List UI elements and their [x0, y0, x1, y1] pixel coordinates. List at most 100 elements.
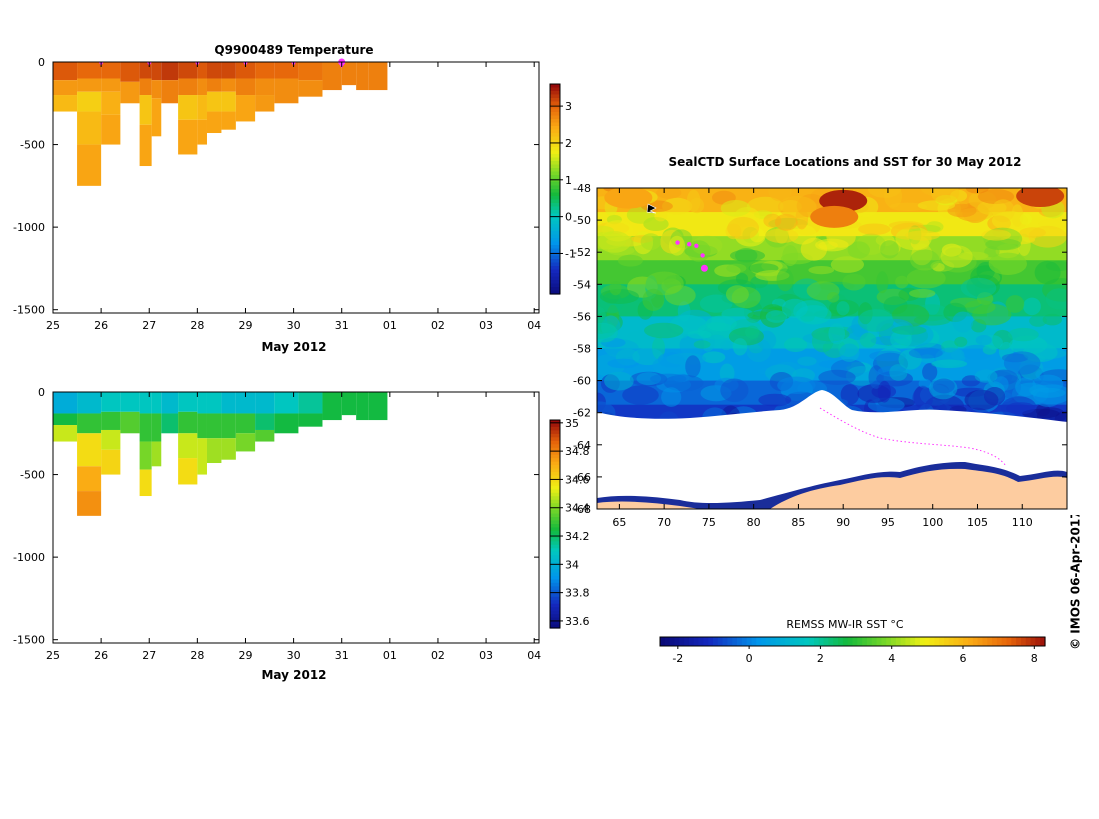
- colorbar-segment: [550, 238, 560, 243]
- sst-patch: [1006, 402, 1036, 415]
- sst-colorbar-segment: [703, 637, 709, 646]
- sst-colorbar-segment: [698, 637, 704, 646]
- sst-patch: [726, 263, 747, 273]
- sst-map-lat-ticks: -48 -50 -52 -54 -56 -58 -60 -62 -64 -66 -68: [573, 182, 1067, 516]
- section-cell: [178, 411, 198, 434]
- sst-patch: [730, 249, 765, 262]
- sst-warm-spot: [810, 205, 859, 228]
- sst-colorbar-segment: [891, 637, 897, 646]
- lon-tick-label: 90: [836, 516, 850, 529]
- sst-patch: [784, 337, 808, 353]
- lon-tick-label: 105: [967, 516, 988, 529]
- section-cell: [206, 62, 222, 79]
- section-cell: [120, 411, 140, 434]
- colorbar-segment: [550, 524, 560, 529]
- sst-colorbar-segment: [809, 637, 815, 646]
- sst-colorbar-segment: [664, 637, 671, 646]
- sst-patch: [876, 271, 889, 294]
- section-cell: [151, 392, 162, 414]
- colorbar-segment: [550, 262, 560, 267]
- colorbar-segment: [550, 610, 560, 615]
- colorbar-segment: [550, 105, 560, 110]
- section-cell: [206, 111, 222, 134]
- section-cell: [139, 392, 152, 414]
- colorbar-segment: [550, 175, 560, 180]
- section-cell: [77, 144, 102, 186]
- colorbar-segment: [550, 164, 560, 169]
- section-cell: [221, 111, 236, 130]
- colorbar-segment: [550, 252, 560, 257]
- sst-patch: [840, 384, 860, 405]
- section-cell: [77, 91, 102, 112]
- sst-patch: [664, 285, 696, 306]
- y-tick-label: -500: [20, 469, 45, 482]
- sst-colorbar-segment: [876, 637, 882, 646]
- sst-patch: [950, 349, 965, 361]
- colorbar-segment: [550, 115, 560, 120]
- sst-patch: [782, 245, 798, 267]
- section-cell: [221, 62, 236, 79]
- section-cell: [255, 78, 275, 96]
- sst-patch: [981, 229, 1011, 241]
- colorbar-segment: [550, 119, 560, 124]
- sst-colorbar-segment: [866, 637, 873, 646]
- sst-colorbar-segment: [958, 637, 964, 646]
- sst-colorbar-segment: [910, 637, 916, 646]
- sst-colorbar-segment: [982, 637, 988, 646]
- y-tick-label: -1000: [13, 551, 45, 564]
- colorbar-segment: [550, 231, 560, 236]
- sst-colorbar-segment: [915, 637, 921, 646]
- section-cell: [221, 413, 236, 439]
- sst-patch: [952, 311, 974, 333]
- x-tick-label: 31: [335, 649, 349, 662]
- sst-patch: [644, 322, 684, 339]
- sst-colorbar-segment: [963, 637, 969, 646]
- sst-colorbar-segment: [756, 637, 762, 646]
- x-tick-label: 01: [383, 649, 397, 662]
- lon-tick-label: 110: [1012, 516, 1033, 529]
- sst-colorbar-segment: [1020, 637, 1027, 646]
- x-tick-label: 27: [142, 319, 156, 332]
- sst-colorbar-segment: [1001, 637, 1008, 646]
- x-tick-label: 29: [238, 319, 252, 332]
- sst-colorbar-segment: [804, 637, 810, 646]
- colorbar-frame: [549, 83, 561, 295]
- sst-field: [597, 188, 1067, 429]
- sst-colorbar-segment: [722, 637, 728, 646]
- sst-colorbar-segment: [1035, 637, 1041, 646]
- sst-colorbar-tick-label: 8: [1031, 652, 1038, 665]
- lon-tick-label: 70: [657, 516, 671, 529]
- temperature-title: Q9900489 Temperature: [214, 43, 373, 57]
- section-cell: [161, 392, 179, 414]
- colorbar-segment: [550, 423, 560, 428]
- sst-colorbar-segment: [905, 637, 911, 646]
- sst-colorbar-tick-label: -2: [672, 652, 683, 665]
- colorbar-tick-label: 34: [565, 558, 579, 571]
- section-cell: [151, 441, 162, 467]
- colorbar-segment: [550, 579, 560, 584]
- sst-colorbar-segment: [823, 637, 830, 646]
- section-cell: [161, 62, 179, 81]
- colorbar-segment: [550, 178, 560, 183]
- sst-colorbar-segment: [785, 637, 791, 646]
- colorbar-segment: [550, 290, 560, 295]
- section-cell: [197, 95, 207, 120]
- sst-patch: [947, 203, 977, 218]
- colorbar-segment: [550, 101, 560, 106]
- temperature-y-ticks: 0 -500 -1000 -1500: [13, 56, 539, 317]
- colorbar-segment: [550, 241, 560, 246]
- sst-patch: [858, 223, 891, 235]
- sst-patch: [597, 322, 618, 343]
- section-cell: [151, 413, 162, 442]
- sst-patch: [908, 347, 943, 359]
- sst-colorbar-segment: [871, 637, 878, 646]
- sst-patch: [857, 309, 894, 332]
- colorbar-tick-label: -1: [565, 247, 576, 260]
- section-cell: [178, 78, 198, 96]
- sst-patch: [747, 311, 772, 320]
- section-cell: [298, 62, 323, 81]
- seal-track: [819, 407, 1007, 467]
- sst-patch: [654, 209, 668, 222]
- sst-colorbar-segment: [684, 637, 690, 646]
- sst-colorbar-segment: [838, 637, 844, 646]
